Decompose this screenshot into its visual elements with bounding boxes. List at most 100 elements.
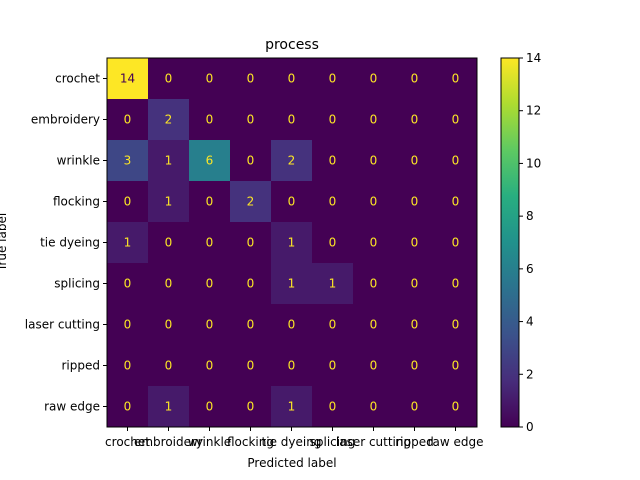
x-axis-label: Predicted label — [247, 456, 336, 470]
colorbar-tick-label: 8 — [526, 209, 534, 223]
cell-value-label: 0 — [206, 72, 214, 86]
cell-value-label: 3 — [124, 154, 132, 168]
y-tick-labels: crochet embroidery wrinkle flocking tie dyei… — [25, 72, 107, 414]
cell-value-label: 0 — [247, 277, 255, 291]
cell-value-label: 0 — [124, 113, 132, 127]
cell-value-label: 0 — [329, 113, 337, 127]
cell-value-label: 0 — [165, 359, 173, 373]
x-tick-label: wrinkle — [188, 435, 231, 449]
cell-value-label: 1 — [165, 154, 173, 168]
colorbar-tick-label: 0 — [526, 420, 534, 434]
y-tick-label: flocking — [53, 195, 100, 209]
cell-value-label: 0 — [247, 400, 255, 414]
cell-value-label: 0 — [288, 318, 296, 332]
colorbar-tick-label: 12 — [526, 104, 541, 118]
colorbar-tick-label: 14 — [526, 51, 541, 65]
cell-value-label: 0 — [288, 113, 296, 127]
cell-value-label: 2 — [247, 195, 255, 209]
cell-value-label: 0 — [247, 318, 255, 332]
cell-value-label: 0 — [206, 277, 214, 291]
cell-value-label: 0 — [165, 277, 173, 291]
cell-value-label: 0 — [370, 400, 378, 414]
cell-value-label: 0 — [452, 318, 460, 332]
cell-value-label: 1 — [329, 277, 337, 291]
cell-value-label: 1 — [165, 195, 173, 209]
cell-value-label: 0 — [206, 195, 214, 209]
y-tick-label: crochet — [55, 72, 100, 86]
cell-value-label: 0 — [288, 72, 296, 86]
cell-value-label: 1 — [288, 277, 296, 291]
cell-value-label: 0 — [329, 154, 337, 168]
cell-value-label: 0 — [247, 72, 255, 86]
cell-value-label: 0 — [411, 277, 419, 291]
cell-value-label: 6 — [206, 154, 214, 168]
cell-value-label: 0 — [411, 359, 419, 373]
cell-value-label: 0 — [370, 72, 378, 86]
y-tick-label: raw edge — [44, 400, 100, 414]
cell-value-label: 0 — [206, 359, 214, 373]
cell-value-label: 0 — [411, 154, 419, 168]
y-tick-label: splicing — [54, 277, 100, 291]
colorbar-tick-label: 4 — [526, 315, 534, 329]
cell-value-label: 0 — [288, 195, 296, 209]
cell-value-label: 0 — [370, 359, 378, 373]
y-tick-label: laser cutting — [25, 318, 100, 332]
cell-value-label: 0 — [165, 236, 173, 250]
cell-value-label: 0 — [329, 400, 337, 414]
chart-title: process — [265, 37, 319, 53]
colorbar-ticks: 0 2 4 6 8 10 12 14 — [519, 51, 541, 434]
cell-value-label: 0 — [370, 277, 378, 291]
colorbar-tick-label: 6 — [526, 262, 534, 276]
cell-value-label: 0 — [411, 236, 419, 250]
y-tick-label: wrinkle — [57, 154, 100, 168]
cell-value-label: 0 — [206, 400, 214, 414]
cell-value-label: 0 — [288, 359, 296, 373]
cell-value-label: 0 — [452, 359, 460, 373]
cell-value-label: 0 — [124, 359, 132, 373]
x-tick-label: raw edge — [428, 435, 484, 449]
cell-value-label: 0 — [329, 72, 337, 86]
cell-value-label: 0 — [452, 113, 460, 127]
cell-value-label: 0 — [124, 400, 132, 414]
y-axis-label: True label — [0, 213, 9, 272]
cell-value-label: 0 — [370, 236, 378, 250]
cell-value-label: 0 — [329, 236, 337, 250]
cell-value-label: 0 — [247, 154, 255, 168]
cell-value-label: 0 — [124, 195, 132, 209]
cell-value-label: 1 — [165, 400, 173, 414]
colorbar-tick-label: 2 — [526, 367, 534, 381]
cell-value-label: 2 — [165, 113, 173, 127]
cell-value-label: 0 — [370, 318, 378, 332]
cell-value-label: 0 — [370, 154, 378, 168]
x-tick-labels: crochetembroiderywrinkleflockingtie dyei… — [105, 427, 483, 449]
cell-value-label: 1 — [124, 236, 132, 250]
colorbar — [501, 58, 519, 427]
cell-value-label: 1 — [288, 236, 296, 250]
cell-value-label: 0 — [452, 400, 460, 414]
cell-value-label: 0 — [411, 113, 419, 127]
cell-value-label: 0 — [411, 400, 419, 414]
cell-value-label: 0 — [452, 154, 460, 168]
colorbar-tick-label: 10 — [526, 156, 541, 170]
cell-value-label: 0 — [165, 318, 173, 332]
cell-value-label: 0 — [329, 195, 337, 209]
cell-value-label: 0 — [411, 195, 419, 209]
cell-value-label: 0 — [165, 72, 173, 86]
cell-value-label: 0 — [370, 113, 378, 127]
y-tick-label: tie dyeing — [40, 236, 100, 250]
cell-value-label: 0 — [411, 318, 419, 332]
cell-value-label: 0 — [247, 236, 255, 250]
heatmap-cells: 14 0 0 0 0 0 0 0 00 2 0 0 0 0 0 0 03 1 6 0 2 0 0 0 00 1 0 2 0 0 0 0 01 0 0… — [107, 58, 477, 428]
cell-value-label: 1 — [288, 400, 296, 414]
cell-value-label: 0 — [452, 236, 460, 250]
cell-value-label: 0 — [206, 236, 214, 250]
cell-value-label: 0 — [452, 195, 460, 209]
cell-value-label: 0 — [329, 359, 337, 373]
cell-value-label: 0 — [247, 113, 255, 127]
cell-value-label: 0 — [247, 359, 255, 373]
cell-value-label: 0 — [370, 195, 378, 209]
cell-value-label: 0 — [124, 277, 132, 291]
cell-value-label: 14 — [120, 72, 135, 86]
y-tick-label: ripped — [61, 359, 100, 373]
cell-value-label: 0 — [329, 318, 337, 332]
